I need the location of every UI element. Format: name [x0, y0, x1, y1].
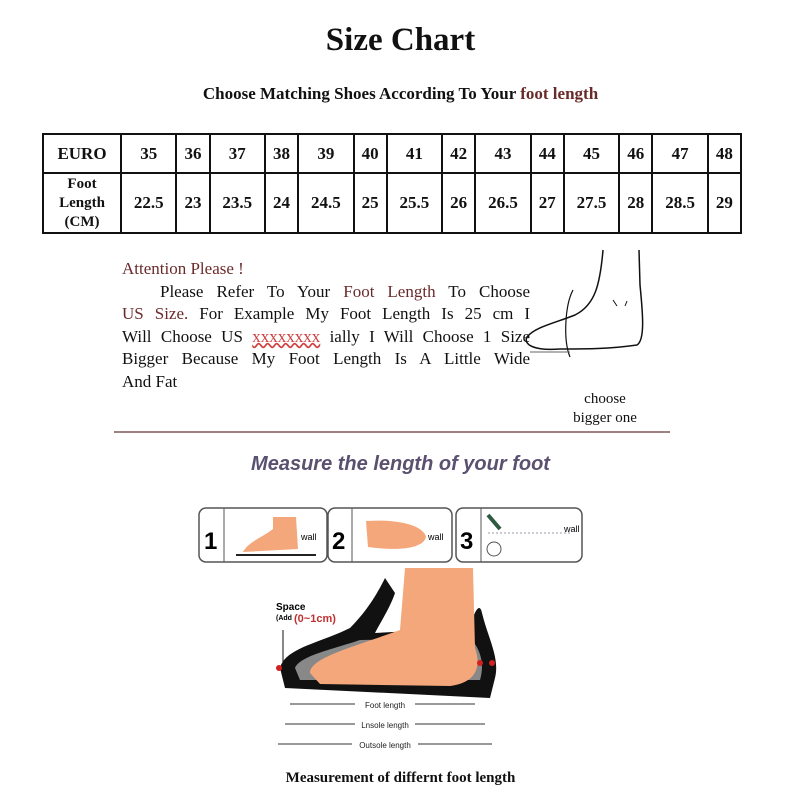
foot-length-cell: 26.5: [474, 172, 532, 234]
euro-size-cell: 44: [529, 133, 565, 174]
subtitle: Choose Matching Shoes According To Your …: [0, 84, 801, 104]
svg-text:(0~1cm): (0~1cm): [294, 613, 336, 625]
foot-length-cell: 27: [529, 172, 565, 234]
foot-length-cell: 22.5: [119, 172, 178, 234]
euro-size-cell: 37: [208, 133, 266, 174]
foot-length-cell: 23: [175, 172, 211, 234]
svg-text:Space: Space: [276, 602, 306, 613]
divider: [114, 431, 670, 433]
euro-size-cell: 46: [618, 133, 654, 174]
step-1: 1 wall: [198, 507, 328, 563]
euro-size-cell: 40: [352, 133, 388, 174]
svg-text:wall: wall: [563, 524, 580, 534]
euro-size-cell: 38: [263, 133, 300, 174]
svg-text:2: 2: [332, 528, 345, 555]
diagram-caption: Measurement of differnt foot length: [285, 770, 516, 786]
measure-heading: Measure the length of your foot: [251, 453, 550, 475]
measure-steps: 1 wall 2 wall 3 wall: [198, 507, 583, 563]
step-2: 2 wall: [327, 507, 453, 563]
euro-row: EURO 35 36 37 38 39 40 41 42 43 44 45 46 47 48: [42, 133, 743, 174]
foot-length-header: Foot Length (CM): [42, 172, 122, 234]
euro-size-cell: 48: [706, 133, 743, 174]
euro-size-cell: 39: [297, 133, 355, 174]
euro-size-cell: 47: [651, 133, 709, 174]
attention-note: Attention Please ! Please Refer To Your …: [122, 259, 531, 391]
size-table: EURO 35 36 37 38 39 40 41 42 43 44 45 46 47 48 Foot Le…: [42, 133, 743, 234]
foot-length-cell: 26: [441, 172, 477, 234]
shoe-diagram: Space (Add (0~1cm) Foot length Lnsole le…: [276, 568, 497, 750]
foot-length-cell: 29: [706, 172, 743, 234]
foot-length-cell: 25: [352, 172, 388, 234]
svg-text:Lnsole length: Lnsole length: [361, 721, 409, 730]
foot-sketch-icon: [525, 249, 644, 358]
foot-length-cell: 23.5: [208, 172, 266, 234]
svg-text:(Add: (Add: [276, 615, 292, 622]
svg-text:Outsole length: Outsole length: [359, 741, 411, 750]
foot-length-cell: 25.5: [385, 172, 444, 234]
foot-length-cell: 28.5: [651, 172, 709, 234]
choose-bigger-note: choose bigger one: [573, 391, 637, 426]
attention-heading: Attention Please !: [122, 259, 244, 278]
page-title: Size Chart: [325, 22, 476, 58]
svg-text:wall: wall: [300, 532, 317, 542]
euro-header: EURO: [42, 133, 122, 174]
foot-length-cell: 24: [263, 172, 300, 234]
euro-size-cell: 43: [474, 133, 532, 174]
foot-length-row: Foot Length (CM) 22.5 23 23.5 24 24.5 25 25.5 26 2…: [42, 172, 743, 234]
foot-length-cell: 27.5: [562, 172, 621, 234]
svg-text:wall: wall: [427, 532, 444, 542]
euro-size-cell: 36: [175, 133, 211, 174]
euro-size-cell: 42: [441, 133, 477, 174]
svg-text:3: 3: [460, 528, 473, 555]
subtitle-text: Choose Matching Shoes According To Your: [202, 84, 516, 103]
euro-size-cell: 45: [562, 133, 621, 174]
svg-text:1: 1: [204, 528, 217, 555]
euro-size-cell: 41: [385, 133, 444, 174]
svg-text:Foot length: Foot length: [365, 701, 405, 710]
foot-length-cell: 24.5: [297, 172, 355, 234]
foot-length-cell: 28: [618, 172, 654, 234]
subtitle-highlight: foot length: [520, 84, 599, 103]
euro-size-cell: 35: [119, 133, 178, 174]
step-3: 3 wall: [455, 507, 583, 563]
